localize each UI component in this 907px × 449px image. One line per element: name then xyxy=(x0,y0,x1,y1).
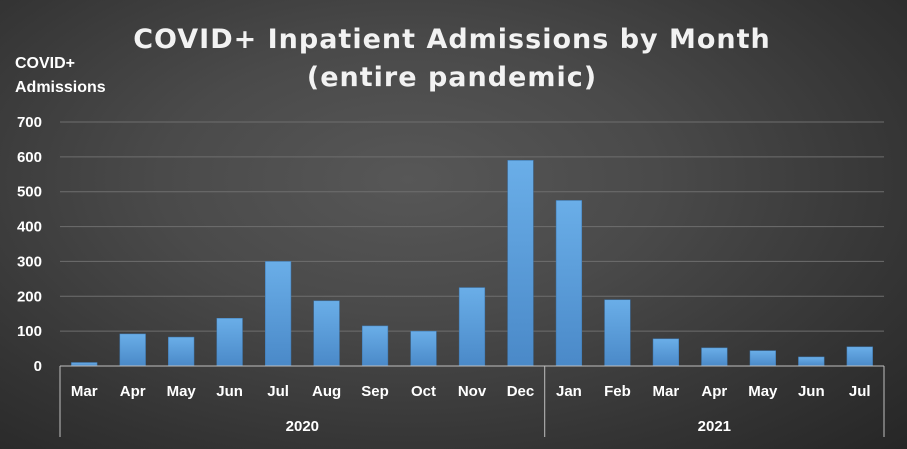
y-tick-label: 600 xyxy=(17,149,42,166)
chart-title-line-2: (entire pandemic) xyxy=(307,62,597,93)
x-tick-label: Aug xyxy=(312,383,341,400)
x-tick-label: Oct xyxy=(411,383,436,400)
bar xyxy=(313,300,340,367)
x-tick-label: Jul xyxy=(849,383,871,400)
y-tick-label: 400 xyxy=(17,219,42,236)
y-tick-label: 0 xyxy=(34,358,42,375)
y-axis-label-line-2: Admissions xyxy=(15,79,106,96)
bar xyxy=(71,362,98,367)
bar xyxy=(361,325,389,367)
x-tick-label: Feb xyxy=(604,383,631,400)
x-tick-label: May xyxy=(748,383,778,400)
bars xyxy=(71,160,873,367)
y-tick-label: 700 xyxy=(17,114,42,131)
y-tick-label: 300 xyxy=(17,253,42,270)
x-tick-label: Dec xyxy=(507,383,535,400)
gridlines xyxy=(60,121,884,332)
bar xyxy=(749,350,776,367)
y-axis-label-line-1: COVID+ xyxy=(15,55,75,72)
bar xyxy=(701,347,728,367)
x-tick-label: Mar xyxy=(71,383,98,400)
bar xyxy=(846,346,873,367)
x-group-label: 2020 xyxy=(286,418,319,435)
x-tick-label: Jul xyxy=(267,383,289,400)
x-tick-label: Mar xyxy=(653,383,680,400)
bar xyxy=(410,330,437,367)
x-tick-label: Jun xyxy=(798,383,825,400)
bar xyxy=(458,287,486,367)
x-tick-label: May xyxy=(167,383,197,400)
x-tick-label: Jan xyxy=(556,383,582,400)
x-tick-label: Apr xyxy=(120,383,146,400)
x-axis: Mar Apr May Jun Jul Aug Sep Oct Nov Dec Jan Feb Mar A… xyxy=(59,365,885,437)
x-group-label: 2021 xyxy=(698,418,731,435)
x-tick-label: Jun xyxy=(216,383,243,400)
x-tick-label: Nov xyxy=(458,383,487,400)
y-tick-label: 100 xyxy=(17,323,42,340)
bar xyxy=(555,200,583,367)
y-axis-ticks: 0 100 200 300 400 500 600 700 xyxy=(17,114,42,375)
bar xyxy=(507,160,534,367)
bar xyxy=(216,317,243,367)
x-tick-label: Apr xyxy=(701,383,727,400)
y-tick-label: 200 xyxy=(17,288,42,305)
y-tick-label: 500 xyxy=(17,184,42,201)
chart-title-line-1: COVID+ Inpatient Admissions by Month xyxy=(133,24,771,55)
bar xyxy=(119,333,146,367)
x-tick-label: Sep xyxy=(361,383,389,400)
bar xyxy=(604,299,631,367)
bar xyxy=(798,356,825,367)
bar xyxy=(168,336,195,367)
bar xyxy=(265,261,292,367)
bar xyxy=(652,338,679,367)
